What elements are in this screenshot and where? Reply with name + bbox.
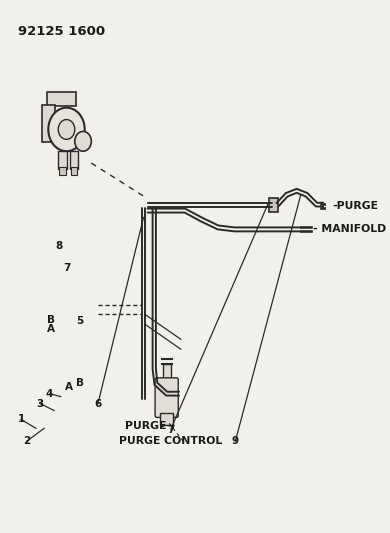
Text: -PURGE: -PURGE — [332, 200, 378, 211]
FancyBboxPatch shape — [155, 378, 178, 417]
Text: - MANIFOLD: - MANIFOLD — [313, 224, 386, 235]
Text: 7: 7 — [167, 425, 174, 435]
Bar — [160, 414, 173, 425]
Text: 2: 2 — [23, 435, 30, 446]
Bar — [163, 364, 171, 380]
Bar — [47, 92, 76, 106]
Text: A: A — [65, 382, 73, 392]
Text: B: B — [76, 377, 83, 387]
Text: 3: 3 — [36, 399, 44, 409]
Bar — [42, 104, 55, 142]
Text: 5: 5 — [76, 316, 84, 326]
Bar — [269, 198, 278, 212]
Text: PURGE -: PURGE - — [125, 421, 175, 431]
Circle shape — [58, 119, 75, 139]
Text: B: B — [46, 316, 55, 325]
Text: 1: 1 — [18, 415, 25, 424]
Text: A: A — [46, 324, 55, 334]
Text: 8: 8 — [56, 241, 63, 252]
Text: 92125 1600: 92125 1600 — [18, 25, 105, 37]
Circle shape — [75, 132, 91, 151]
Text: PURGE CONTROL: PURGE CONTROL — [119, 436, 222, 446]
Bar — [70, 151, 78, 169]
Text: 6: 6 — [94, 399, 102, 409]
Circle shape — [48, 108, 85, 151]
Text: 7: 7 — [63, 263, 70, 272]
Text: 4: 4 — [46, 389, 53, 399]
Text: 9: 9 — [232, 435, 239, 446]
Bar — [58, 151, 67, 169]
Bar — [59, 167, 66, 175]
Bar — [71, 167, 77, 175]
